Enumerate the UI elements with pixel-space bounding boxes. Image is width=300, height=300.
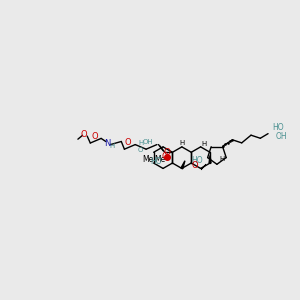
Text: HO: HO xyxy=(192,156,203,165)
Text: HO: HO xyxy=(273,123,284,132)
Text: OH: OH xyxy=(276,132,287,141)
Text: H: H xyxy=(201,141,206,147)
Text: N: N xyxy=(104,139,110,148)
Text: O: O xyxy=(161,152,168,161)
Text: H: H xyxy=(110,143,115,149)
Polygon shape xyxy=(181,161,185,169)
Text: O: O xyxy=(124,138,131,147)
Polygon shape xyxy=(209,155,211,163)
Text: O: O xyxy=(81,130,87,139)
Text: OH: OH xyxy=(142,139,153,145)
Text: Me: Me xyxy=(154,155,166,164)
Text: H: H xyxy=(179,140,184,146)
Text: HO: HO xyxy=(150,157,162,166)
Text: H: H xyxy=(219,156,224,162)
Text: O: O xyxy=(191,161,198,170)
Text: Me: Me xyxy=(142,155,153,164)
Text: O: O xyxy=(92,132,98,141)
Text: H
O: H O xyxy=(138,140,143,153)
Text: O: O xyxy=(164,148,170,157)
